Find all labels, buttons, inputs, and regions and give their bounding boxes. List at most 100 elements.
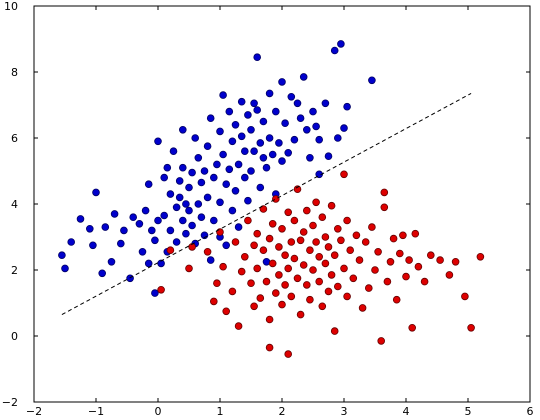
data-point bbox=[179, 216, 187, 225]
data-point bbox=[318, 302, 327, 311]
data-point bbox=[234, 160, 243, 169]
data-point bbox=[309, 221, 317, 230]
data-point bbox=[343, 102, 351, 111]
data-point bbox=[395, 249, 404, 258]
data-point bbox=[234, 322, 243, 330]
data-point bbox=[179, 126, 187, 134]
data-point bbox=[166, 246, 175, 255]
data-point bbox=[259, 117, 268, 126]
data-point bbox=[138, 248, 147, 256]
data-point bbox=[436, 256, 444, 264]
data-point bbox=[200, 167, 209, 175]
plot-frame bbox=[33, 5, 531, 403]
data-point bbox=[333, 282, 342, 291]
data-point bbox=[203, 193, 212, 202]
y-tick-label: −2 bbox=[2, 396, 18, 409]
data-point bbox=[392, 295, 401, 304]
data-point bbox=[302, 281, 311, 289]
data-point bbox=[312, 122, 320, 131]
data-point bbox=[237, 267, 246, 276]
data-point bbox=[222, 180, 231, 189]
data-point bbox=[175, 193, 184, 202]
data-point bbox=[287, 93, 296, 101]
data-point bbox=[302, 206, 311, 215]
data-point bbox=[327, 271, 336, 279]
data-point bbox=[318, 213, 327, 222]
data-point bbox=[324, 243, 333, 251]
data-point bbox=[278, 225, 286, 233]
x-tick-label: 3 bbox=[341, 405, 348, 418]
data-point bbox=[185, 264, 193, 273]
data-point bbox=[275, 243, 283, 251]
data-point bbox=[284, 350, 293, 358]
data-point bbox=[461, 292, 469, 301]
data-point bbox=[389, 234, 398, 243]
data-point bbox=[148, 226, 156, 235]
y-tick-label: 0 bbox=[11, 330, 18, 343]
data-point bbox=[107, 257, 116, 266]
data-point bbox=[175, 177, 184, 185]
y-tick-label: 2 bbox=[11, 264, 18, 277]
data-point bbox=[228, 137, 237, 146]
data-point bbox=[371, 266, 379, 274]
y-tick-label: 4 bbox=[11, 198, 18, 211]
data-point bbox=[420, 277, 429, 286]
data-point bbox=[120, 226, 128, 235]
data-point bbox=[228, 287, 237, 296]
axis-ticks bbox=[33, 5, 531, 403]
y-tick-label: 6 bbox=[11, 132, 18, 145]
data-point bbox=[253, 53, 262, 61]
data-point bbox=[287, 238, 296, 246]
data-point bbox=[219, 150, 227, 159]
data-point bbox=[61, 264, 69, 273]
data-point bbox=[185, 183, 193, 192]
decision-boundary-line bbox=[61, 92, 472, 316]
data-point bbox=[281, 119, 289, 127]
data-point bbox=[265, 315, 274, 324]
data-point bbox=[58, 251, 66, 260]
data-point bbox=[337, 236, 345, 245]
data-point bbox=[188, 168, 196, 177]
data-point bbox=[169, 147, 178, 156]
data-point bbox=[293, 99, 302, 108]
y-tick-label: 8 bbox=[11, 66, 18, 79]
data-point bbox=[194, 154, 203, 162]
data-point bbox=[247, 126, 255, 134]
data-point bbox=[337, 40, 345, 48]
x-tick-label: 1 bbox=[217, 405, 224, 418]
data-point bbox=[321, 233, 330, 241]
data-point bbox=[296, 310, 305, 319]
data-point bbox=[259, 205, 268, 213]
data-point bbox=[231, 187, 240, 195]
data-point bbox=[271, 195, 280, 203]
data-point bbox=[228, 206, 237, 215]
data-point bbox=[306, 246, 314, 255]
data-point bbox=[259, 246, 268, 255]
data-point bbox=[278, 157, 286, 165]
data-point bbox=[210, 297, 218, 306]
data-point bbox=[206, 114, 215, 122]
data-point bbox=[330, 46, 339, 55]
data-point bbox=[284, 264, 293, 273]
x-tick-label: 4 bbox=[403, 405, 410, 418]
data-point bbox=[144, 259, 153, 268]
data-points bbox=[58, 40, 485, 358]
data-point bbox=[343, 292, 351, 301]
data-point bbox=[346, 246, 355, 255]
data-point bbox=[250, 302, 258, 311]
data-point bbox=[237, 97, 246, 106]
data-point bbox=[324, 287, 333, 296]
data-point bbox=[268, 259, 277, 268]
data-point bbox=[256, 183, 265, 192]
data-point bbox=[368, 76, 376, 85]
data-point bbox=[250, 241, 258, 250]
data-point bbox=[210, 173, 218, 182]
data-point bbox=[340, 264, 348, 273]
data-point bbox=[67, 238, 75, 246]
data-point bbox=[290, 135, 299, 144]
data-point bbox=[333, 134, 342, 142]
x-tick-label: 5 bbox=[465, 405, 472, 418]
data-point bbox=[241, 147, 249, 156]
data-point bbox=[293, 185, 302, 194]
data-point bbox=[197, 213, 206, 222]
